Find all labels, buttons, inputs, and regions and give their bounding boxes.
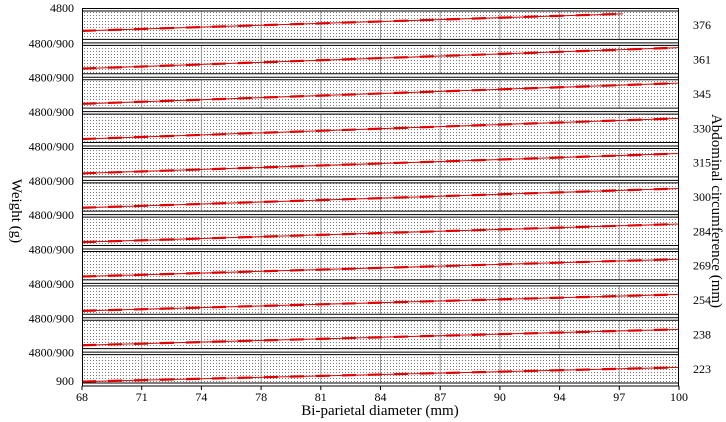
- series-line-marks: [81, 12, 624, 32]
- series-line-marks: [81, 328, 680, 347]
- series-line-marks: [81, 187, 680, 209]
- panel: 300 4800/900: [29, 179, 711, 222]
- series-line-marks: [81, 117, 680, 141]
- y-axis-title: Weight (g): [8, 179, 24, 243]
- ac-label: 269: [693, 259, 711, 273]
- y-band-label: 4800/900: [29, 105, 74, 119]
- panel: 223 900: [56, 351, 711, 388]
- x-tick-label: 90: [494, 390, 506, 404]
- panel: 254 4800/900: [29, 282, 711, 325]
- series-line-marks: [81, 222, 680, 244]
- y-band-label: 4800/900: [29, 243, 74, 257]
- x-tick-label: 78: [255, 390, 267, 404]
- panel: 361 4800/900: [29, 42, 711, 85]
- x-tick-label: 81: [315, 390, 327, 404]
- ac-label: 376: [693, 18, 711, 32]
- x-axis: 68 71 74 78 81 84 87 90 94 97 100: [76, 386, 688, 404]
- series-line-marks: [81, 46, 680, 70]
- y-band-label: 4800/900: [29, 139, 74, 153]
- ac-label: 223: [693, 362, 711, 376]
- panel: 345 4800/900: [29, 76, 711, 119]
- y-band-label: 4800/900: [29, 71, 74, 85]
- series-line-marks: [81, 152, 680, 175]
- y-band-label: 4800/900: [29, 174, 74, 188]
- y-band-label: 4800/900: [29, 208, 74, 222]
- x-axis-title: Bi-parietal diameter (mm): [301, 403, 458, 419]
- series-line-marks: [81, 293, 680, 312]
- ac-label: 330: [693, 121, 711, 135]
- ac-label: 300: [693, 190, 711, 204]
- ac-label: 315: [693, 156, 711, 170]
- y-band-label: 4800/900: [29, 346, 74, 360]
- x-tick-label: 87: [434, 390, 446, 404]
- panel: 315 4800/900: [29, 145, 711, 188]
- x-tick-label: 97: [613, 390, 625, 404]
- y-band-label: 4800/900: [29, 311, 74, 325]
- y2-axis-title: Abdominal circumference (mm): [708, 114, 724, 308]
- ac-label: 254: [693, 293, 711, 307]
- y-band-label: 4800/900: [29, 36, 74, 50]
- series-line-marks: [81, 258, 680, 278]
- panel: 238 4800/900: [29, 317, 711, 360]
- x-tick-label: 94: [554, 390, 566, 404]
- x-tick-label: 74: [195, 390, 207, 404]
- x-tick-label: 100: [670, 390, 688, 404]
- panels-layer: 37648004800/9003614800/9003454800/900330…: [29, 1, 711, 388]
- panel: 269 4800/900: [29, 248, 711, 291]
- y-bottom-label: 900: [56, 374, 74, 388]
- panel: 284 4800/900: [29, 214, 711, 257]
- ac-label: 284: [693, 224, 711, 238]
- ac-label: 361: [693, 53, 711, 67]
- y-top-label: 4800: [50, 1, 74, 15]
- y-band-label: 4800/900: [29, 277, 74, 291]
- x-tick-label: 68: [76, 390, 88, 404]
- panel: 376 4800 4800/900: [29, 1, 711, 50]
- series-line-marks: [81, 366, 680, 383]
- ac-label: 238: [693, 327, 711, 341]
- x-tick-label: 84: [375, 390, 387, 404]
- x-tick-label: 71: [136, 390, 148, 404]
- panel: 330 4800/900: [29, 111, 711, 153]
- series-line-marks: [81, 82, 680, 105]
- ac-label: 345: [693, 87, 711, 101]
